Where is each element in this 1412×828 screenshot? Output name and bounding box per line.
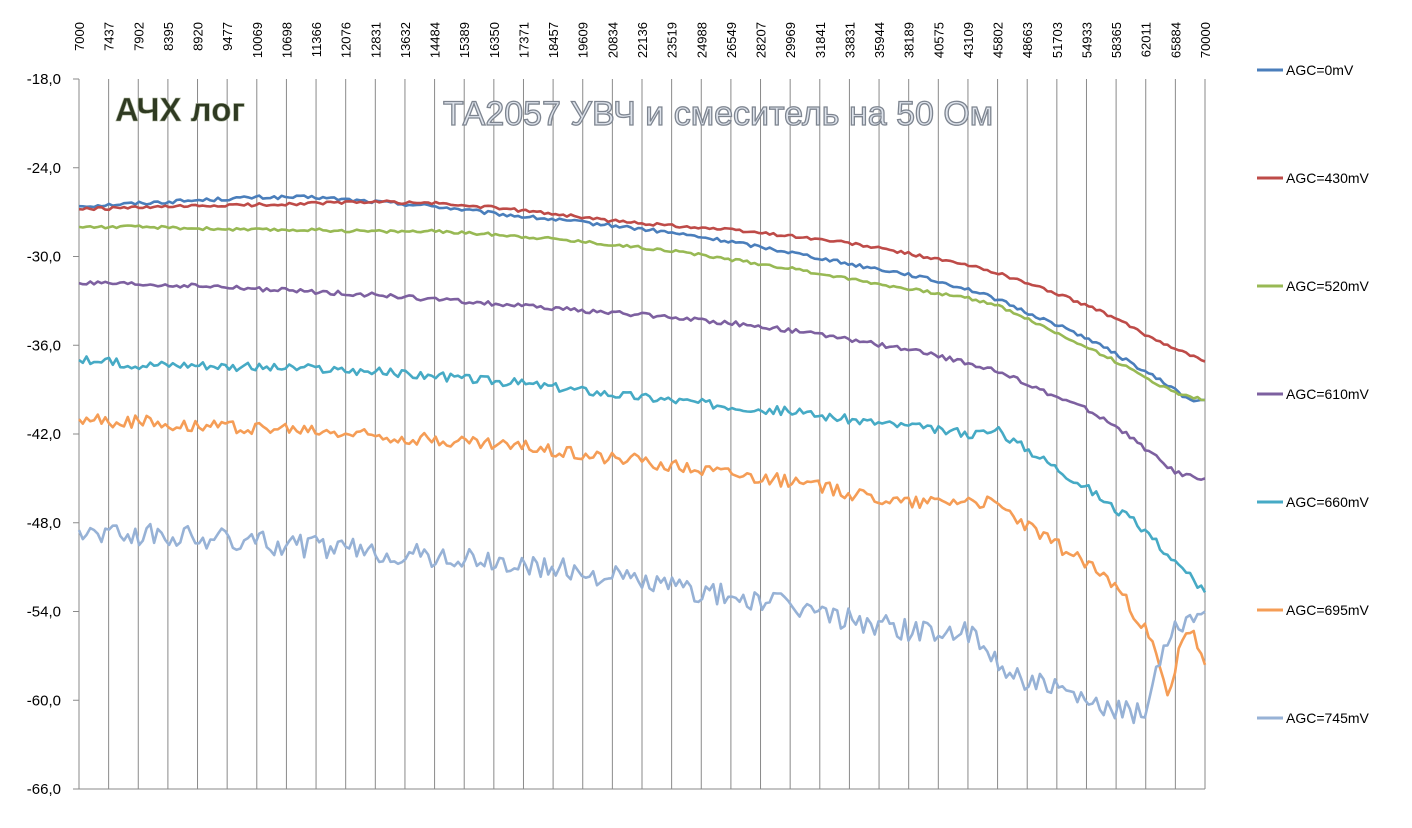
x-tick-label: 51703: [1050, 22, 1065, 58]
series-line-6: [78, 413, 1207, 697]
x-tick-label: 12831: [368, 22, 383, 58]
x-tick-label: 7000: [72, 22, 87, 51]
x-tick-label: 19609: [576, 22, 591, 58]
x-tick-label: 15389: [457, 22, 472, 58]
y-tick-label: -60,0: [27, 692, 61, 709]
legend-label: AGC=660mV: [1286, 494, 1370, 510]
axes: 7000 7437 7902 8395 8920 9477 10069 10698 11366 1…: [27, 22, 1213, 798]
y-tick-label: -42,0: [27, 426, 61, 443]
x-tick-label: 31841: [813, 22, 828, 58]
x-tick-label: 14484: [428, 22, 443, 58]
y-tick-label: -54,0: [27, 604, 61, 621]
x-tick-label: 10698: [279, 22, 294, 58]
x-tick-label: 26549: [724, 22, 739, 58]
x-tick-label: 40575: [931, 22, 946, 58]
y-tick-label: -30,0: [27, 249, 61, 266]
x-tick-label: 18457: [546, 22, 561, 58]
y-tick-label: -48,0: [27, 515, 61, 532]
series-lines: [77, 194, 1207, 725]
x-tick-label: 10069: [250, 22, 265, 58]
x-tick-label: 45802: [991, 22, 1006, 58]
x-tick-label: 22136: [635, 22, 650, 58]
x-tick-label: 8395: [161, 22, 176, 51]
x-tick-label: 23519: [665, 22, 680, 58]
y-tick-label: -18,0: [27, 71, 61, 88]
x-tick-label: 7437: [102, 22, 117, 51]
series-line-3: [78, 224, 1206, 402]
x-tick-label: 24988: [694, 22, 709, 58]
x-tick-label: 20834: [605, 22, 620, 58]
x-tick-label: 28207: [754, 22, 769, 58]
x-tick-label: 12076: [339, 22, 354, 58]
chart-subtitle: АЧХ лог: [115, 91, 245, 128]
x-tick-label: 48663: [1020, 22, 1035, 58]
legend-label: AGC=520mV: [1286, 278, 1370, 294]
legend-label: AGC=0mV: [1286, 62, 1354, 78]
series-line-2: [78, 199, 1206, 363]
x-tick-label: 35944: [872, 22, 887, 58]
legend: AGC=0mV AGC=430mV AGC=520mV AGC=610mV AGC=66…: [1257, 62, 1370, 726]
x-tick-label: 33831: [842, 22, 857, 58]
x-tick-label: 11366: [309, 22, 324, 57]
legend-label: AGC=695mV: [1286, 602, 1370, 618]
y-tick-label: -36,0: [27, 337, 61, 354]
x-tick-label: 17371: [516, 22, 531, 58]
y-tick-label: -24,0: [27, 160, 61, 177]
series-line-1: [78, 194, 1206, 403]
x-tick-label: 29969: [783, 22, 798, 58]
y-tick-label: -66,0: [27, 781, 61, 798]
series-line-5: [78, 355, 1207, 593]
legend-label: AGC=430mV: [1286, 170, 1370, 186]
x-tick-label: 38189: [902, 22, 917, 58]
x-tick-label: 13632: [398, 22, 413, 58]
x-tick-label: 70000: [1198, 22, 1213, 58]
x-tick-label: 8920: [191, 22, 206, 51]
legend-label: AGC=745mV: [1286, 710, 1370, 726]
x-tick-label: 7902: [131, 22, 146, 51]
x-tick-label: 62011: [1139, 22, 1154, 57]
series-line-4: [78, 280, 1206, 482]
chart-title: ТА2057 УВЧ и смеситель на 50 Ом: [443, 95, 993, 133]
x-tick-label: 58365: [1109, 22, 1124, 58]
x-tick-label: 43109: [961, 22, 976, 58]
x-tick-label: 9477: [220, 22, 235, 51]
x-tick-label: 54933: [1079, 22, 1094, 58]
legend-label: AGC=610mV: [1286, 386, 1370, 402]
x-tick-label: 16350: [487, 22, 502, 58]
series-line-7: [77, 522, 1206, 725]
x-tick-label: 65884: [1168, 22, 1183, 58]
